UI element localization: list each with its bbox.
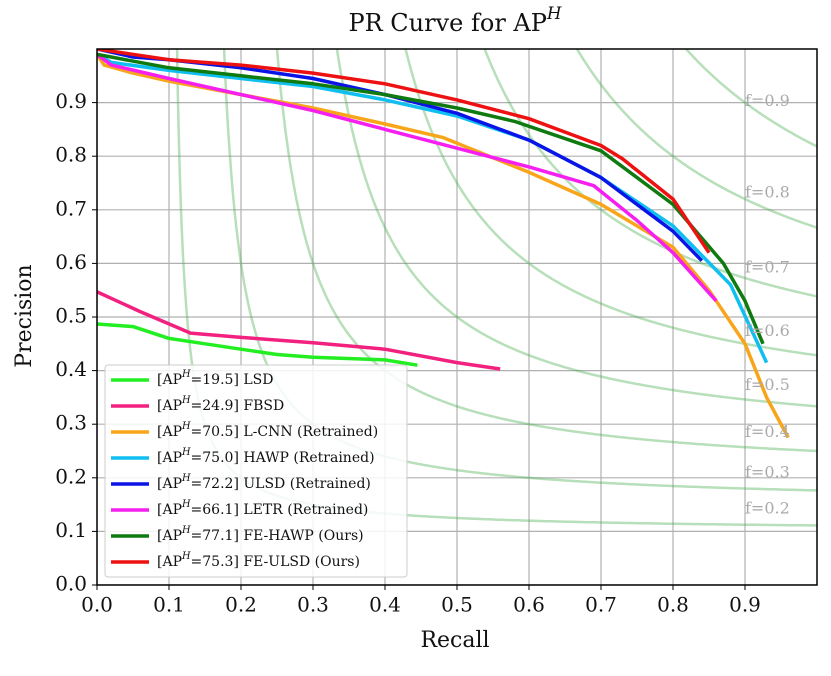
legend-label: [APH=66.1] LETR (Retrained) — [157, 499, 368, 518]
series-line — [97, 52, 718, 303]
legend-label: [APH=75.3] FE-ULSD (Ours) — [157, 551, 360, 570]
series-line — [97, 322, 418, 367]
iso-f-curve — [404, 49, 817, 357]
chart-title: PR Curve for APH — [348, 3, 561, 37]
x-tick-label: 0.4 — [369, 593, 401, 617]
legend-label: [APH=70.5] L-CNN (Retrained) — [157, 421, 378, 440]
iso-f-curve — [684, 49, 817, 148]
x-tick-label: 0.9 — [729, 593, 761, 617]
legend-label: [APH=75.0] HAWP (Retrained) — [157, 447, 375, 466]
y-tick-label: 0.9 — [55, 89, 87, 113]
y-tick-label: 0.1 — [55, 518, 87, 542]
plot-frame — [96, 48, 818, 586]
iso-f-label: f=0.2 — [745, 498, 790, 517]
iso-f-curve — [275, 49, 817, 453]
legend-label: [APH=24.9] FBSD — [157, 395, 284, 414]
y-tick-label: 0.6 — [55, 250, 87, 274]
legend-label: [APH=77.1] FE-HAWP (Ours) — [157, 525, 364, 544]
iso-f-curve — [575, 49, 817, 229]
x-tick-label: 0.5 — [441, 593, 473, 617]
x-tick-label: 0.6 — [513, 593, 545, 617]
x-tick-label: 0.0 — [81, 593, 113, 617]
iso-f-label: f=0.7 — [745, 258, 790, 277]
plot-area — [97, 49, 817, 585]
y-tick-label: 0.5 — [55, 304, 87, 328]
series-line — [97, 290, 501, 371]
legend-label: [APH=19.5] LSD — [157, 369, 273, 388]
iso-f-label: f=0.3 — [745, 463, 790, 482]
y-tick-label: 0.3 — [55, 411, 87, 435]
legend-label: [APH=72.2] ULSD (Retrained) — [157, 473, 371, 492]
iso-f-label: f=0.6 — [745, 321, 790, 340]
series-line — [97, 52, 769, 364]
iso-f-label: f=0.4 — [745, 422, 790, 441]
iso-f-curve — [335, 49, 817, 408]
y-axis-label: Precision — [12, 264, 37, 367]
x-tick-label: 0.2 — [225, 593, 257, 617]
x-tick-label: 0.7 — [585, 593, 617, 617]
y-tick-label: 0.4 — [55, 357, 87, 381]
y-tick-label: 0.8 — [55, 143, 87, 167]
x-tick-label: 0.1 — [153, 593, 185, 617]
x-axis-label: Recall — [420, 628, 489, 653]
series-line — [97, 49, 711, 254]
y-tick-label: 0.7 — [55, 196, 87, 220]
legend-box — [104, 364, 408, 578]
x-tick-label: 0.8 — [657, 593, 689, 617]
series-line — [97, 52, 765, 345]
iso-f-label: f=0.8 — [745, 182, 790, 201]
y-tick-label: 0.0 — [55, 572, 87, 596]
iso-f-label: f=0.9 — [745, 91, 790, 110]
x-tick-label: 0.3 — [297, 593, 329, 617]
iso-f-label: f=0.5 — [745, 375, 790, 394]
y-tick-label: 0.2 — [55, 464, 87, 488]
legend: [APH=19.5] LSD [APH=24.9] FBSD [APH=70.5] … — [104, 364, 408, 578]
